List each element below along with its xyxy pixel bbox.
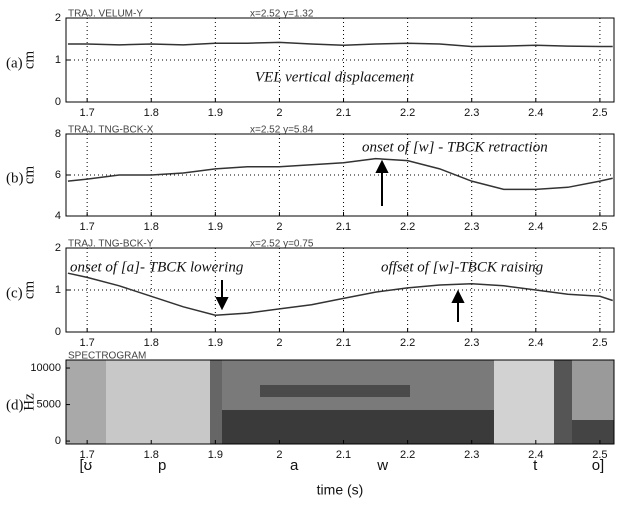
x-tick-label: 2.3	[464, 449, 479, 461]
plot-frame	[65, 359, 615, 445]
x-tick-label: 2	[276, 221, 282, 233]
y-tick-label: 8	[55, 128, 61, 140]
y-tick-label: 4	[55, 210, 61, 222]
y-tick-label: 2	[55, 242, 61, 254]
x-tick-label: 1.7	[80, 449, 95, 461]
x-tick-label: 2.3	[464, 337, 479, 349]
data-line	[67, 272, 613, 316]
panel-title: SPECTROGRAM	[68, 351, 146, 362]
panel-label: (a)	[6, 55, 23, 71]
x-tick-label: 1.7	[80, 221, 95, 233]
y-axis-label: Hz	[21, 393, 37, 411]
cursor-readout: x=2.52 y=5.84	[250, 125, 314, 136]
x-tick-label: 2.5	[592, 107, 607, 119]
x-tick-label: 1.7	[80, 337, 95, 349]
x-tick-label: 2.2	[400, 337, 415, 349]
plot-frame	[65, 17, 615, 103]
annotation: onset of [a]- TBCK lowering	[70, 259, 244, 275]
x-tick-label: 1.8	[144, 107, 159, 119]
data-line	[67, 41, 613, 48]
y-tick-label: 2	[55, 12, 61, 24]
y-tick-label: 1	[55, 284, 61, 296]
phone-label: t	[533, 457, 538, 474]
x-tick-label: 2.2	[400, 107, 415, 119]
x-tick-label: 2	[276, 337, 282, 349]
x-tick-label: 1.8	[144, 449, 159, 461]
plot-frame	[65, 133, 615, 217]
x-tick-label: 2.2	[400, 449, 415, 461]
plot-frame	[65, 247, 615, 333]
x-tick-label: 2	[276, 107, 282, 119]
phone-label: p	[158, 457, 166, 474]
y-axis-label: cm	[21, 166, 37, 185]
panel-label: (b)	[6, 170, 24, 186]
panel-title: TRAJ. VELUM-Y	[68, 9, 143, 20]
panel-title: TRAJ. TNG-BCK-X	[68, 125, 154, 136]
y-tick-label: 5000	[37, 398, 61, 410]
phone-label: w	[376, 457, 388, 474]
x-tick-label: 2.5	[592, 337, 607, 349]
phone-label: o]	[592, 457, 605, 474]
x-tick-label: 2.5	[592, 221, 607, 233]
spectrogram-image	[66, 360, 614, 444]
y-tick-label: 6	[55, 169, 61, 181]
annotation: VEL vertical displacement	[255, 69, 415, 85]
x-tick-label: 1.9	[208, 337, 223, 349]
x-tick-label: 2.4	[528, 449, 543, 461]
x-tick-label: 2.1	[336, 337, 351, 349]
phone-label: a	[290, 457, 299, 474]
cursor-readout: x=2.52 y=1.32	[250, 9, 314, 20]
panel-label: (c)	[6, 285, 23, 301]
x-tick-label: 2.1	[336, 221, 351, 233]
x-tick-label: 1.8	[144, 337, 159, 349]
x-tick-label: 1.9	[208, 107, 223, 119]
x-tick-label: 1.9	[208, 221, 223, 233]
x-tick-label: 2.3	[464, 107, 479, 119]
y-axis-label: cm	[21, 281, 37, 300]
x-tick-label: 2.4	[528, 337, 543, 349]
y-tick-label: 0	[55, 326, 61, 338]
x-tick-label: 2.1	[336, 449, 351, 461]
cursor-readout: x=2.52 y=0.75	[250, 239, 314, 250]
x-tick-label: 2.5	[592, 449, 607, 461]
x-tick-label: 1.9	[208, 449, 223, 461]
x-tick-label: 1.8	[144, 221, 159, 233]
panel-label: (d)	[6, 397, 24, 413]
x-tick-label: 2	[276, 449, 282, 461]
x-tick-label: 2.4	[528, 221, 543, 233]
phone-label: [ʊ	[80, 457, 93, 474]
x-tick-label: 2.3	[464, 221, 479, 233]
x-axis-label: time (s)	[317, 482, 364, 498]
x-tick-label: 2.1	[336, 107, 351, 119]
x-tick-label: 1.7	[80, 107, 95, 119]
annotation: onset of [w] - TBCK retraction	[362, 139, 548, 155]
x-tick-label: 2.4	[528, 107, 543, 119]
y-tick-label: 0	[55, 96, 61, 108]
y-tick-label: 1	[55, 54, 61, 66]
y-tick-label: 0	[55, 435, 61, 447]
y-axis-label: cm	[21, 51, 37, 70]
x-tick-label: 2.2	[400, 221, 415, 233]
y-tick-label: 10000	[30, 362, 61, 374]
panel-title: TRAJ. TNG-BCK-Y	[68, 239, 154, 250]
annotation: offset of [w]-TBCK raising	[381, 259, 544, 275]
data-line	[67, 157, 613, 191]
